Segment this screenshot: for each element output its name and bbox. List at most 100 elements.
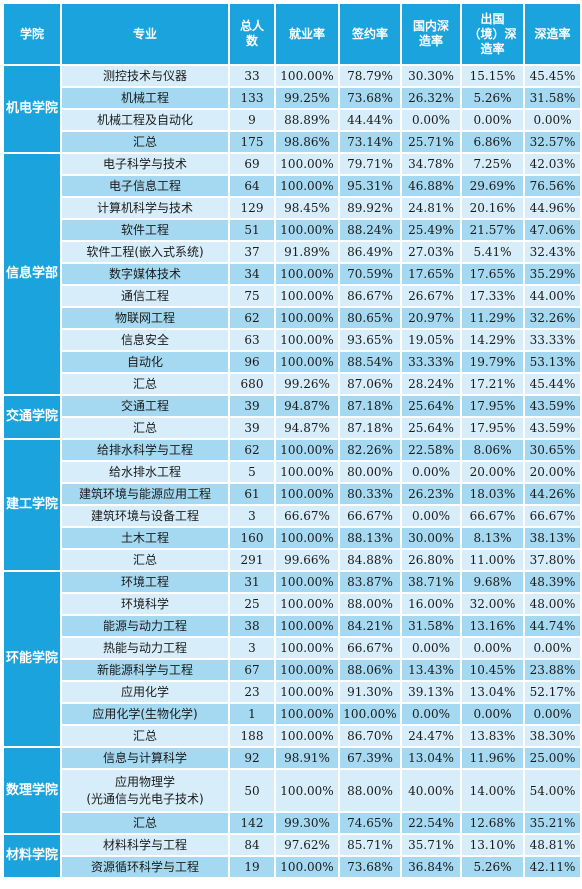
further-study-rate-cell: 0.00% <box>523 702 582 726</box>
table-row: 应用化学(生物化学) 1 100.00% 100.00% 0.00% 0.00% 0.00% <box>3 702 582 726</box>
further-study-rate-cell: 48.00% <box>523 592 582 616</box>
total-cell: 291 <box>228 548 276 572</box>
major-name-cell: 汇总 <box>60 130 230 154</box>
total-cell: 5 <box>228 460 276 484</box>
major-name-cell: 应用物理学 (光通信与光电子技术) <box>60 768 230 813</box>
employment-rate-cell: 100.00% <box>274 570 340 594</box>
domestic-rate-cell: 0.00% <box>400 702 462 726</box>
table-row: 应用物理学 (光通信与光电子技术) 50 100.00% 88.00% 40.00% 14.… <box>3 768 582 813</box>
college-name-cell: 建工学院 <box>2 438 62 572</box>
total-cell: 160 <box>228 526 276 550</box>
employment-rate-cell: 100.00% <box>274 658 340 682</box>
major-name-cell: 交通工程 <box>60 394 230 418</box>
abroad-rate-cell: 14.29% <box>460 328 525 352</box>
table-row: 建工学院 给排水科学与工程 62 100.00% 82.26% 22.58% 8.06% 30… <box>2 438 582 572</box>
employment-rate-cell: 98.86% <box>274 130 340 154</box>
abroad-rate-cell: 13.10% <box>460 833 525 857</box>
employment-rate-cell: 100.00% <box>274 306 340 330</box>
table-row: 机械工程及自动化 9 88.89% 44.44% 0.00% 0.00% 0.00% <box>3 108 582 132</box>
domestic-rate-cell: 26.32% <box>400 86 462 110</box>
employment-rate-cell: 94.87% <box>274 416 340 440</box>
abroad-rate-cell: 19.79% <box>460 350 525 374</box>
total-cell: 31 <box>228 570 276 594</box>
further-study-rate-cell: 52.17% <box>523 680 582 704</box>
employment-rate-cell: 100.00% <box>274 438 340 462</box>
abroad-rate-cell: 6.86% <box>460 130 525 154</box>
employment-rate-cell: 88.89% <box>274 108 340 132</box>
signing-rate-cell: 100.00% <box>338 702 402 726</box>
total-cell: 39 <box>228 394 276 418</box>
abroad-rate-cell: 5.41% <box>460 240 525 264</box>
table-row: 汇总 39 94.87% 87.18% 25.64% 17.95% 43.59% <box>3 416 582 440</box>
abroad-rate-cell: 17.33% <box>460 284 525 308</box>
further-study-rate-cell: 44.26% <box>523 482 582 506</box>
further-study-rate-cell: 44.96% <box>523 196 582 220</box>
signing-rate-cell: 86.70% <box>338 724 402 748</box>
abroad-rate-cell: 11.96% <box>460 746 525 770</box>
total-cell: 39 <box>228 416 276 440</box>
total-cell: 62 <box>228 438 276 462</box>
domestic-rate-cell: 25.64% <box>400 416 462 440</box>
abroad-rate-cell: 0.00% <box>460 108 525 132</box>
domestic-rate-cell: 16.00% <box>400 592 462 616</box>
employment-rate-cell: 94.87% <box>274 394 340 418</box>
abroad-rate-cell: 29.69% <box>460 174 525 198</box>
abroad-rate-cell: 0.00% <box>460 636 525 660</box>
total-cell: 142 <box>228 811 276 835</box>
table-row: 热能与动力工程 3 100.00% 66.67% 0.00% 0.00% 0.00% <box>3 636 582 660</box>
table-row: 能源与动力工程 38 100.00% 84.21% 31.58% 13.16% 44.74% <box>3 614 582 638</box>
domestic-rate-cell: 22.54% <box>400 811 462 835</box>
major-name-cell: 汇总 <box>60 372 230 396</box>
further-study-rate-cell: 42.11% <box>523 855 582 879</box>
employment-rate-cell: 91.89% <box>274 240 340 264</box>
abroad-rate-cell: 13.16% <box>460 614 525 638</box>
domestic-rate-cell: 30.30% <box>400 64 462 88</box>
domestic-rate-cell: 33.33% <box>400 350 462 374</box>
major-name-cell: 数字媒体技术 <box>60 262 230 286</box>
signing-rate-cell: 86.49% <box>338 240 402 264</box>
table-row: 汇总 142 99.30% 74.65% 22.54% 12.68% 35.21% <box>3 811 582 835</box>
domestic-rate-cell: 19.05% <box>400 328 462 352</box>
domestic-rate-cell: 0.00% <box>400 460 462 484</box>
signing-rate-cell: 87.06% <box>338 372 402 396</box>
header-employment-rate: 就业率 <box>274 2 340 66</box>
major-name-cell: 给排水科学与工程 <box>60 438 230 462</box>
domestic-rate-cell: 38.71% <box>400 570 462 594</box>
total-cell: 188 <box>228 724 276 748</box>
abroad-rate-cell: 11.29% <box>460 306 525 330</box>
table-row: 信息安全 63 100.00% 93.65% 19.05% 14.29% 33.33% <box>3 328 582 352</box>
abroad-rate-cell: 20.00% <box>460 460 525 484</box>
table-row: 机电学院 测控技术与仪器 33 100.00% 78.79% 30.30% 15.15% 45… <box>2 64 582 154</box>
abroad-rate-cell: 14.00% <box>460 768 525 813</box>
total-cell: 38 <box>228 614 276 638</box>
further-study-rate-cell: 32.43% <box>523 240 582 264</box>
employment-rate-cell: 98.91% <box>274 746 340 770</box>
further-study-rate-cell: 20.00% <box>523 460 582 484</box>
further-study-rate-cell: 35.29% <box>523 262 582 286</box>
further-study-rate-cell: 30.65% <box>523 438 582 462</box>
major-name-cell: 环境工程 <box>60 570 230 594</box>
major-name-cell: 自动化 <box>60 350 230 374</box>
further-study-rate-cell: 44.00% <box>523 284 582 308</box>
employment-rate-cell: 100.00% <box>274 614 340 638</box>
abroad-rate-cell: 17.95% <box>460 416 525 440</box>
major-name-cell: 计算机科学与技术 <box>60 196 230 220</box>
signing-rate-cell: 85.71% <box>338 833 402 857</box>
major-name-cell: 土木工程 <box>60 526 230 550</box>
total-cell: 3 <box>228 504 276 528</box>
abroad-rate-cell: 66.67% <box>460 504 525 528</box>
total-cell: 680 <box>228 372 276 396</box>
employment-rate-cell: 100.00% <box>274 702 340 726</box>
signing-rate-cell: 80.00% <box>338 460 402 484</box>
domestic-rate-cell: 25.64% <box>400 394 462 418</box>
table-row: 给水排水工程 5 100.00% 80.00% 0.00% 20.00% 20.00% <box>3 460 582 484</box>
signing-rate-cell: 87.18% <box>338 394 402 418</box>
total-cell: 64 <box>228 174 276 198</box>
total-cell: 19 <box>228 855 276 879</box>
employment-rate-cell: 98.45% <box>274 196 340 220</box>
header-total: 总人数 <box>228 2 276 66</box>
signing-rate-cell: 82.26% <box>338 438 402 462</box>
major-name-cell: 测控技术与仪器 <box>60 64 230 88</box>
table-row: 新能源科学与工程 67 100.00% 88.06% 13.43% 10.45% 23.88… <box>3 658 582 682</box>
